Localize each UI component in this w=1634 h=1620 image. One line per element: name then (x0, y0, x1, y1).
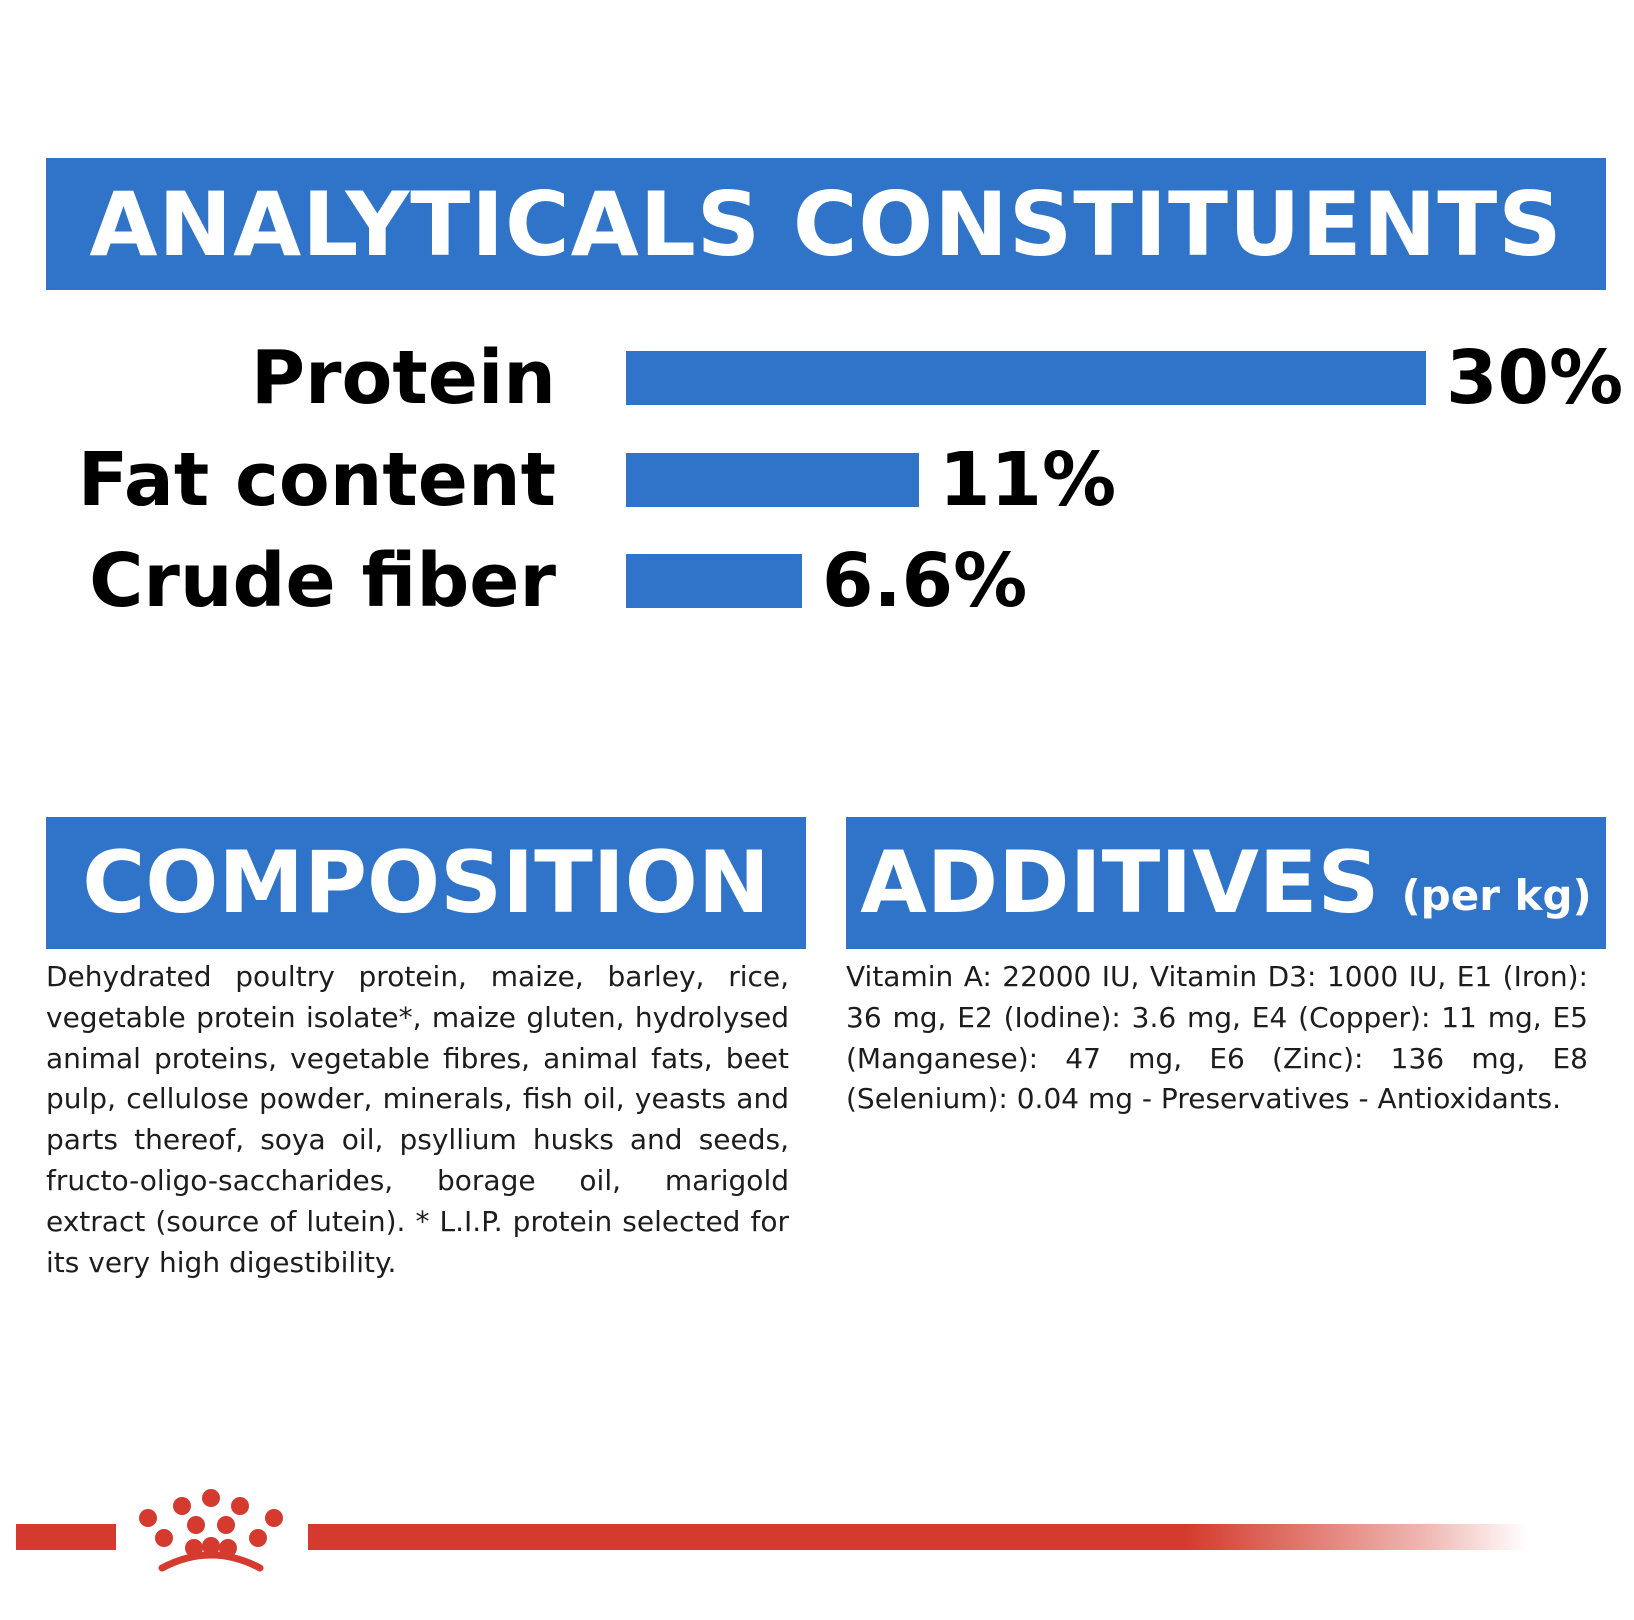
bar-crude-fiber (626, 554, 802, 608)
footer-red-line-right (308, 1524, 1528, 1550)
analytical-constituents-title: ANALYTICALS CONSTITUENTS (89, 172, 1563, 276)
bar-label-crude-fiber: Crude fiber (89, 538, 556, 624)
bar-label-fat-content: Fat content (77, 437, 556, 523)
bar-fat-content (626, 453, 919, 507)
bar-protein (626, 351, 1426, 405)
additives-title: ADDITIVES (860, 833, 1380, 933)
additives-per-kg-label: (per kg) (1401, 870, 1592, 920)
footer-red-line-left (16, 1524, 116, 1550)
royal-canin-crown-icon (139, 1489, 283, 1572)
analytical-constituents-banner: ANALYTICALS CONSTITUENTS (46, 158, 1606, 290)
bar-value-protein: 30% (1446, 335, 1624, 421)
composition-title: COMPOSITION (82, 833, 770, 933)
composition-banner: COMPOSITION (46, 817, 806, 949)
composition-text: Dehydrated poultry protein, maize, barle… (46, 960, 789, 1279)
bar-value-fat-content: 11% (939, 437, 1117, 523)
additives-text: Vitamin A: 22000 IU, Vitamin D3: 1000 IU… (846, 960, 1588, 1116)
constituents-bar-chart: Protein 30% Fat content 11% Crude fiber 6.6% (0, 0, 1634, 700)
bar-label-protein: Protein (250, 335, 556, 421)
bar-value-crude-fiber: 6.6% (822, 538, 1028, 624)
additives-banner: ADDITIVES (per kg) (846, 817, 1606, 949)
